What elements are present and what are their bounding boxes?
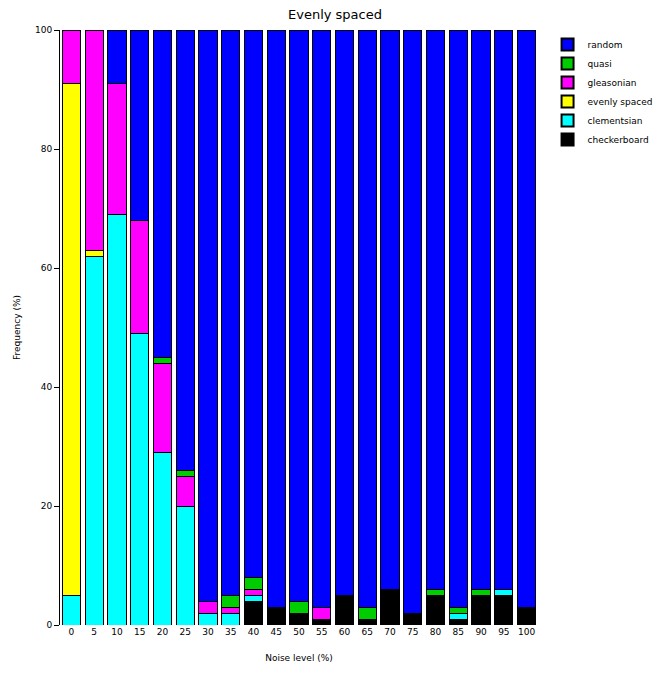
svg-text:10: 10	[111, 627, 123, 637]
svg-text:Noise level (%): Noise level (%)	[265, 653, 333, 663]
svg-text:clementsian: clementsian	[588, 116, 643, 126]
svg-text:20: 20	[157, 627, 169, 637]
svg-text:80: 80	[430, 627, 442, 637]
svg-text:Evenly spaced: Evenly spaced	[288, 7, 382, 22]
svg-text:25: 25	[179, 627, 190, 637]
svg-text:40: 40	[248, 627, 260, 637]
svg-text:random: random	[588, 40, 623, 50]
svg-text:35: 35	[225, 627, 236, 637]
svg-text:5: 5	[91, 627, 97, 637]
svg-text:90: 90	[475, 627, 487, 637]
svg-text:60: 60	[41, 263, 53, 273]
svg-text:15: 15	[134, 627, 145, 637]
svg-text:0: 0	[46, 620, 52, 630]
svg-text:60: 60	[339, 627, 351, 637]
svg-text:85: 85	[453, 627, 464, 637]
svg-text:95: 95	[498, 627, 509, 637]
svg-text:45: 45	[271, 627, 282, 637]
svg-text:50: 50	[293, 627, 305, 637]
svg-text:65: 65	[362, 627, 373, 637]
svg-text:quasi: quasi	[588, 59, 612, 69]
svg-text:30: 30	[202, 627, 214, 637]
svg-text:evenly spaced: evenly spaced	[588, 97, 653, 107]
svg-text:80: 80	[41, 144, 53, 154]
svg-text:55: 55	[316, 627, 327, 637]
svg-text:100: 100	[35, 25, 52, 35]
svg-text:0: 0	[69, 627, 75, 637]
svg-text:20: 20	[41, 501, 53, 511]
svg-text:70: 70	[384, 627, 396, 637]
svg-text:100: 100	[518, 627, 535, 637]
svg-text:75: 75	[407, 627, 418, 637]
svg-text:checkerboard: checkerboard	[588, 135, 649, 145]
svg-text:gleasonian: gleasonian	[588, 78, 637, 88]
svg-text:40: 40	[41, 382, 53, 392]
svg-text:Frequency (%): Frequency (%)	[12, 295, 22, 360]
